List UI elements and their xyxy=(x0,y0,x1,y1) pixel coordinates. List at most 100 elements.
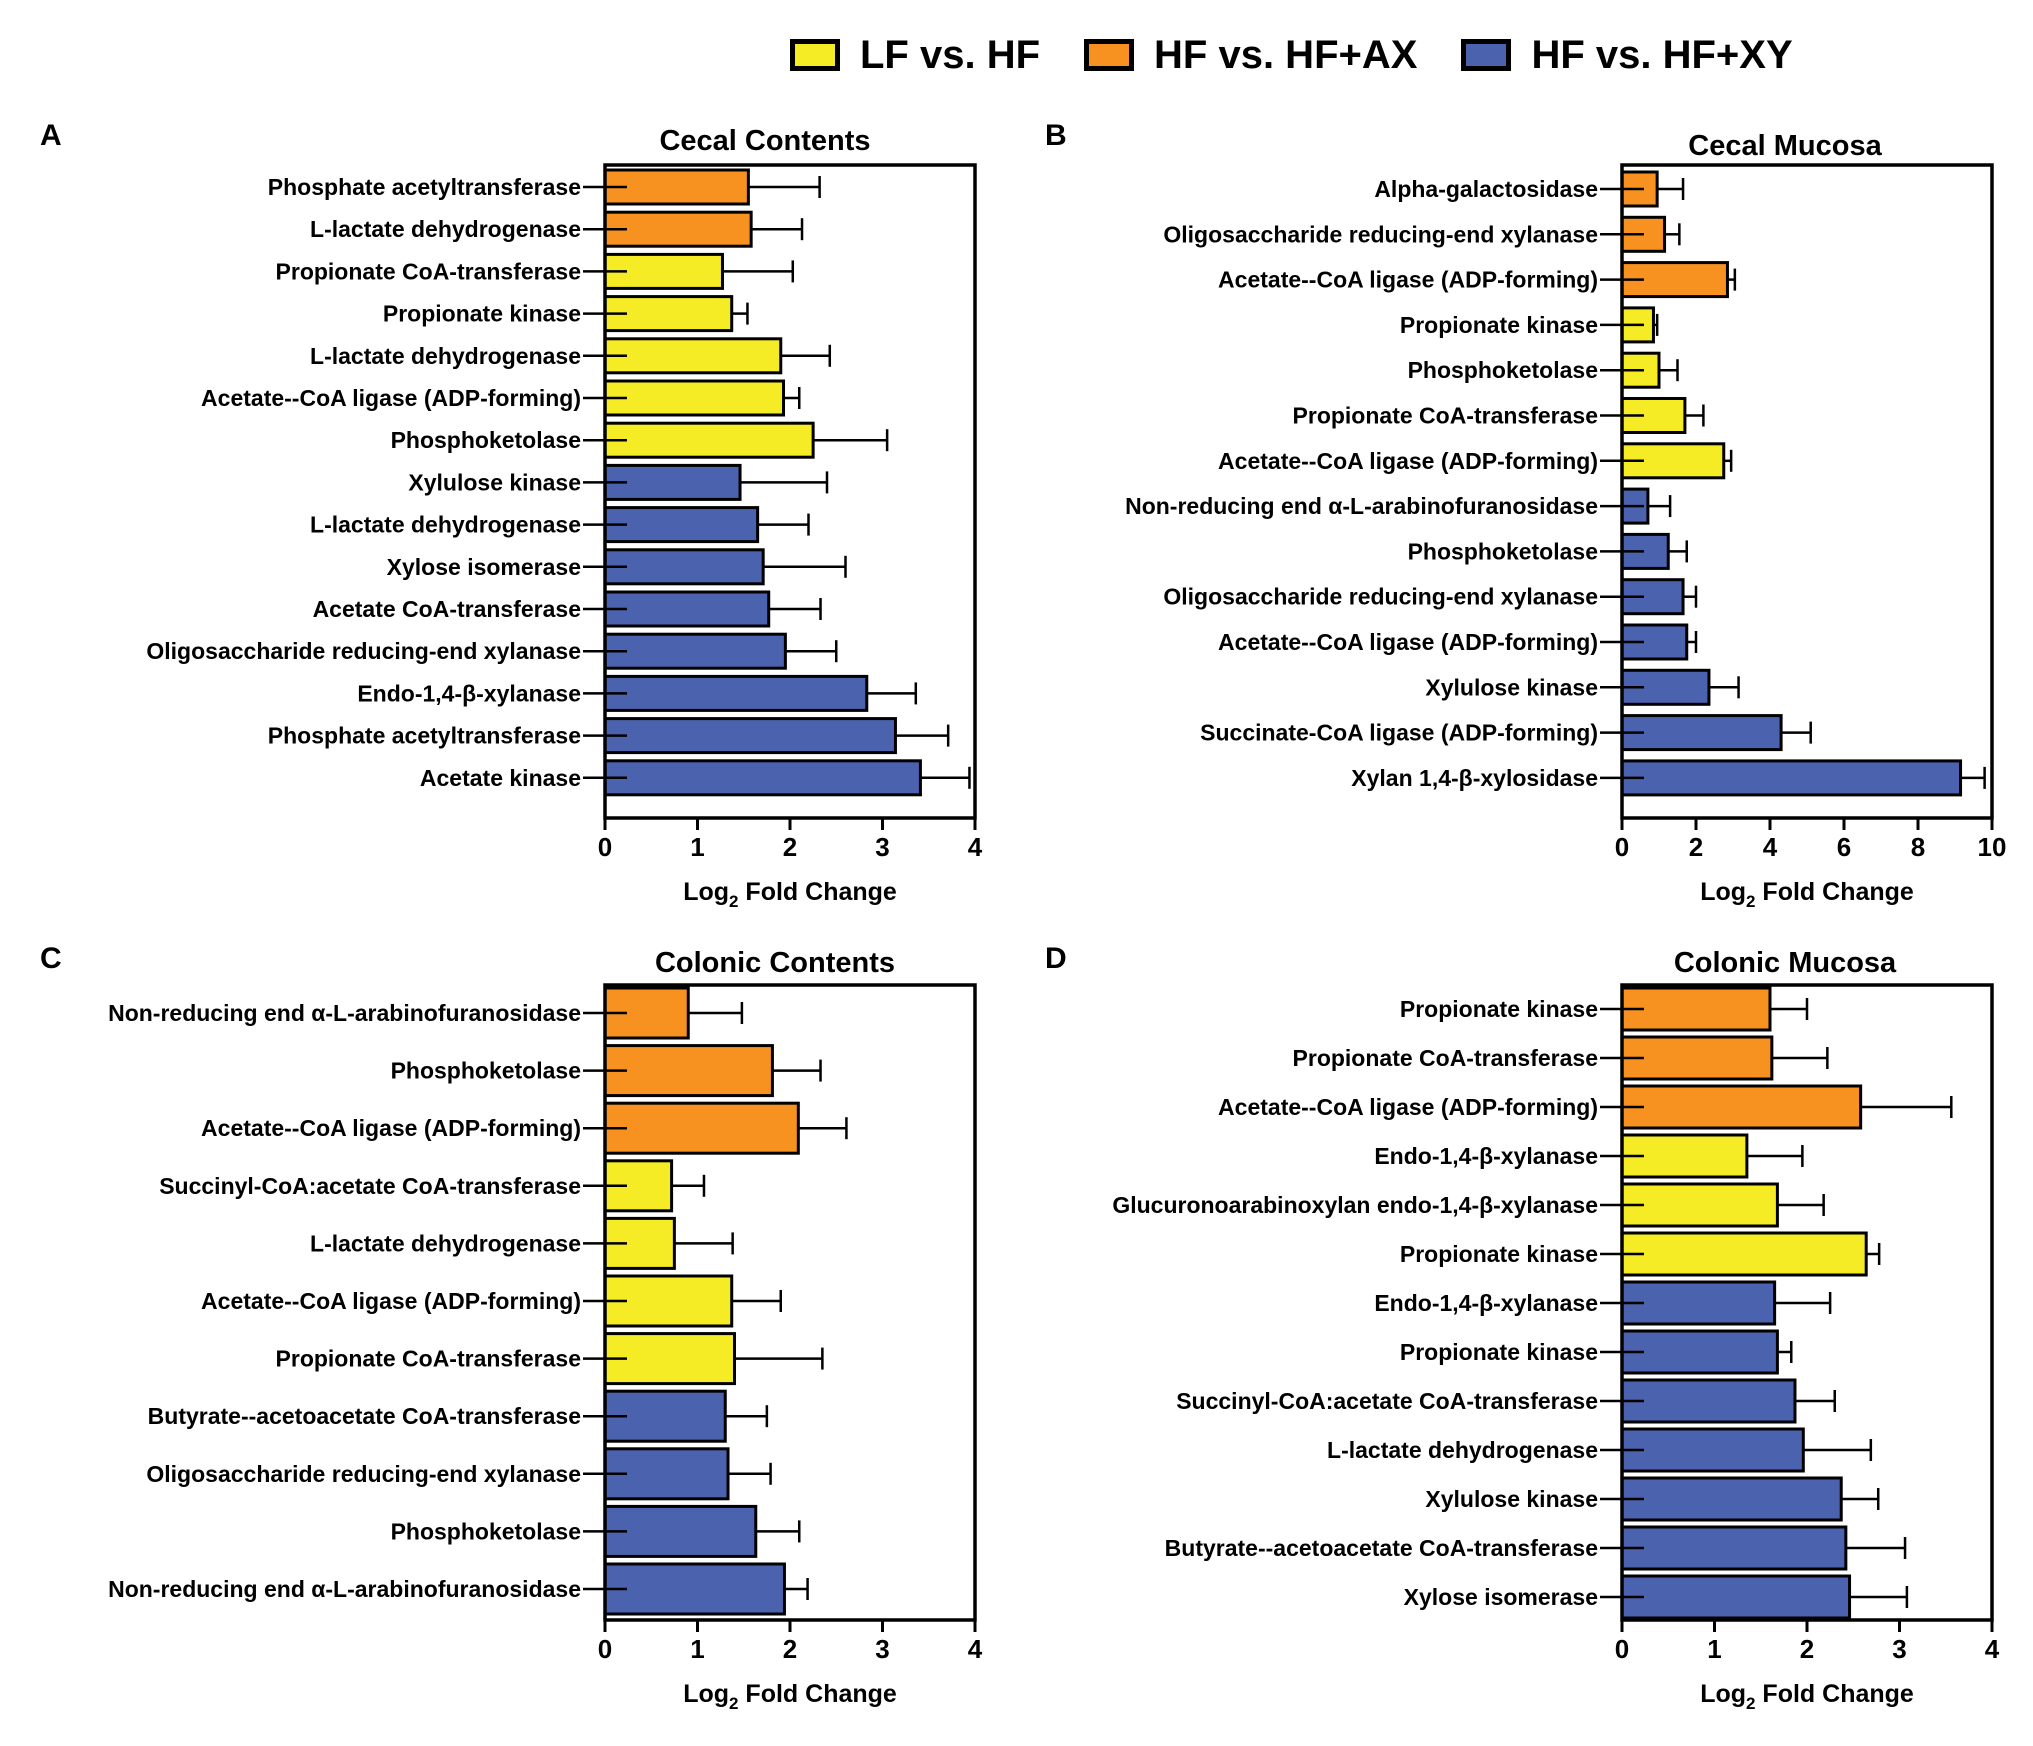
y-tick-label: Acetate--CoA ligase (ADP-forming) xyxy=(1218,267,1598,293)
panel-b-x-label: Log2 Fold Change xyxy=(1700,878,1914,911)
x-tick-label: 4 xyxy=(1763,832,1778,862)
x-tick-label: 1 xyxy=(690,832,704,862)
bar xyxy=(1620,1084,1863,1130)
bar xyxy=(603,1562,786,1616)
y-tick-label: Acetate--CoA ligase (ADP-forming) xyxy=(1218,629,1598,655)
x-tick-label: 4 xyxy=(1985,1634,2000,1664)
y-tick-label: Phosphoketolase xyxy=(1408,357,1598,383)
bar xyxy=(1620,1574,1852,1620)
y-tick-label: Xylulose kinase xyxy=(1425,674,1598,700)
y-tick-label: Propionate kinase xyxy=(383,301,581,327)
bar xyxy=(603,590,771,628)
y-tick-label: Phosphoketolase xyxy=(391,1058,581,1084)
y-tick-label: L-lactate dehydrogenase xyxy=(310,1230,581,1256)
y-tick-label: Propionate kinase xyxy=(1400,1241,1598,1267)
y-tick-label: Endo-1,4-β-xylanase xyxy=(1374,1290,1598,1316)
legend-swatch-hf-vs-hfax xyxy=(1084,39,1135,71)
y-tick-label: Oligosaccharide reducing-end xylanase xyxy=(146,638,581,664)
y-tick-label: Oligosaccharide reducing-end xylanase xyxy=(1163,221,1598,247)
x-tick-label: 10 xyxy=(1978,832,2007,862)
bar xyxy=(603,759,922,797)
panel-d: D Colonic Mucosa Propionate kinase Propiona… xyxy=(1045,942,2000,1713)
panel-a-title: Cecal Contents xyxy=(659,125,870,157)
y-tick-label: Alpha-galactosidase xyxy=(1374,176,1598,202)
x-tick-label: 1 xyxy=(690,1634,704,1664)
panel-b-letter: B xyxy=(1045,119,1067,152)
x-tick-label: 0 xyxy=(598,832,612,862)
x-tick-label: 2 xyxy=(1689,832,1703,862)
y-tick-label: Acetate--CoA ligase (ADP-forming) xyxy=(1218,448,1598,474)
x-tick-label: 4 xyxy=(968,1634,983,1664)
bar xyxy=(1620,442,1726,480)
y-tick-label: Phosphate acetyltransferase xyxy=(268,723,581,749)
y-tick-label: Propionate kinase xyxy=(1400,996,1598,1022)
y-tick-label: Propionate kinase xyxy=(1400,1339,1598,1365)
y-tick-label: Acetate--CoA ligase (ADP-forming) xyxy=(201,1115,581,1141)
y-tick-label: L-lactate dehydrogenase xyxy=(310,216,581,242)
y-tick-label: Phosphate acetyltransferase xyxy=(268,174,581,200)
y-tick-label: Butyrate--acetoacetate CoA-transferase xyxy=(148,1403,581,1429)
bar xyxy=(603,1101,800,1155)
panel-a-letter: A xyxy=(40,119,62,152)
x-tick-label: 4 xyxy=(968,832,983,862)
y-tick-label: Xylulose kinase xyxy=(1425,1486,1598,1512)
bar xyxy=(603,210,753,248)
y-tick-label: L-lactate dehydrogenase xyxy=(310,512,581,538)
panel-b: B Cecal Mucosa Alpha-galactosidase Oligosac… xyxy=(1045,119,2006,911)
legend-label-lf-vs-hf: LF vs. HF xyxy=(860,32,1041,77)
y-tick-label: L-lactate dehydrogenase xyxy=(310,343,581,369)
bar xyxy=(603,379,786,417)
y-tick-label: Endo-1,4-β-xylanase xyxy=(357,680,581,706)
y-tick-label: Oligosaccharide reducing-end xylanase xyxy=(1163,584,1598,610)
x-tick-label: 3 xyxy=(875,832,889,862)
bar xyxy=(603,1504,758,1558)
legend-swatch-hf-vs-hfxy xyxy=(1461,39,1512,71)
y-tick-label: Phosphoketolase xyxy=(391,427,581,453)
bar xyxy=(603,168,750,206)
bar xyxy=(603,632,787,670)
y-tick-label: Succinyl-CoA:acetate CoA-transferase xyxy=(159,1173,581,1199)
bar xyxy=(603,674,869,712)
y-tick-label: Acetate--CoA ligase (ADP-forming) xyxy=(201,1288,581,1314)
y-tick-label: Endo-1,4-β-xylanase xyxy=(1374,1143,1598,1169)
panel-b-frame xyxy=(1620,163,1994,820)
panel-c-letter: C xyxy=(40,942,62,975)
y-tick-label: Acetate--CoA ligase (ADP-forming) xyxy=(1218,1094,1598,1120)
legend-item-hf-vs-hfxy: HF vs. HF+XY xyxy=(1461,33,1793,78)
bar xyxy=(603,1044,774,1098)
bar xyxy=(1620,986,1772,1032)
y-tick-label: Propionate kinase xyxy=(1400,312,1598,338)
bar xyxy=(603,337,783,375)
panel-b-title: Cecal Mucosa xyxy=(1688,130,1882,162)
y-tick-label: Acetate--CoA ligase (ADP-forming) xyxy=(201,385,581,411)
y-tick-label: Oligosaccharide reducing-end xylanase xyxy=(146,1461,581,1487)
y-tick-label: Propionate CoA-transferase xyxy=(1293,1045,1598,1071)
y-tick-label: Succinate-CoA ligase (ADP-forming) xyxy=(1200,720,1598,746)
bar xyxy=(1620,578,1685,616)
bar xyxy=(1620,1427,1805,1473)
y-tick-label: Propionate CoA-transferase xyxy=(1293,403,1598,429)
legend-label-hf-vs-hfax: HF vs. HF+AX xyxy=(1154,32,1418,77)
legend-item-lf-vs-hf: LF vs. HF xyxy=(790,33,1040,78)
y-tick-label: Succinyl-CoA:acetate CoA-transferase xyxy=(1176,1388,1598,1414)
y-tick-label: Phosphoketolase xyxy=(1408,538,1598,564)
panel-c-title: Colonic Contents xyxy=(655,947,895,979)
y-tick-label: Non-reducing end α-L-arabinofuranosidase xyxy=(108,1000,581,1026)
bar xyxy=(1620,1378,1797,1424)
bar xyxy=(1620,759,1963,797)
bar xyxy=(603,717,897,755)
y-tick-label: Acetate kinase xyxy=(420,765,581,791)
panel-c: C Colonic Contents Non-reducing end α-L-ar… xyxy=(40,942,983,1713)
bar xyxy=(603,421,815,459)
x-tick-label: 3 xyxy=(1892,1634,1906,1664)
y-tick-label: Propionate CoA-transferase xyxy=(276,258,581,284)
y-tick-label: Butyrate--acetoacetate CoA-transferase xyxy=(1165,1535,1598,1561)
y-tick-label: Non-reducing end α-L-arabinofuranosidase xyxy=(1125,493,1598,519)
bar xyxy=(1620,714,1783,752)
legend-swatch-lf-vs-hf xyxy=(790,39,840,71)
x-tick-label: 6 xyxy=(1837,832,1851,862)
x-tick-label: 2 xyxy=(783,832,797,862)
bar xyxy=(1620,1280,1777,1326)
bar xyxy=(1620,1182,1779,1228)
bar xyxy=(1620,1476,1843,1522)
